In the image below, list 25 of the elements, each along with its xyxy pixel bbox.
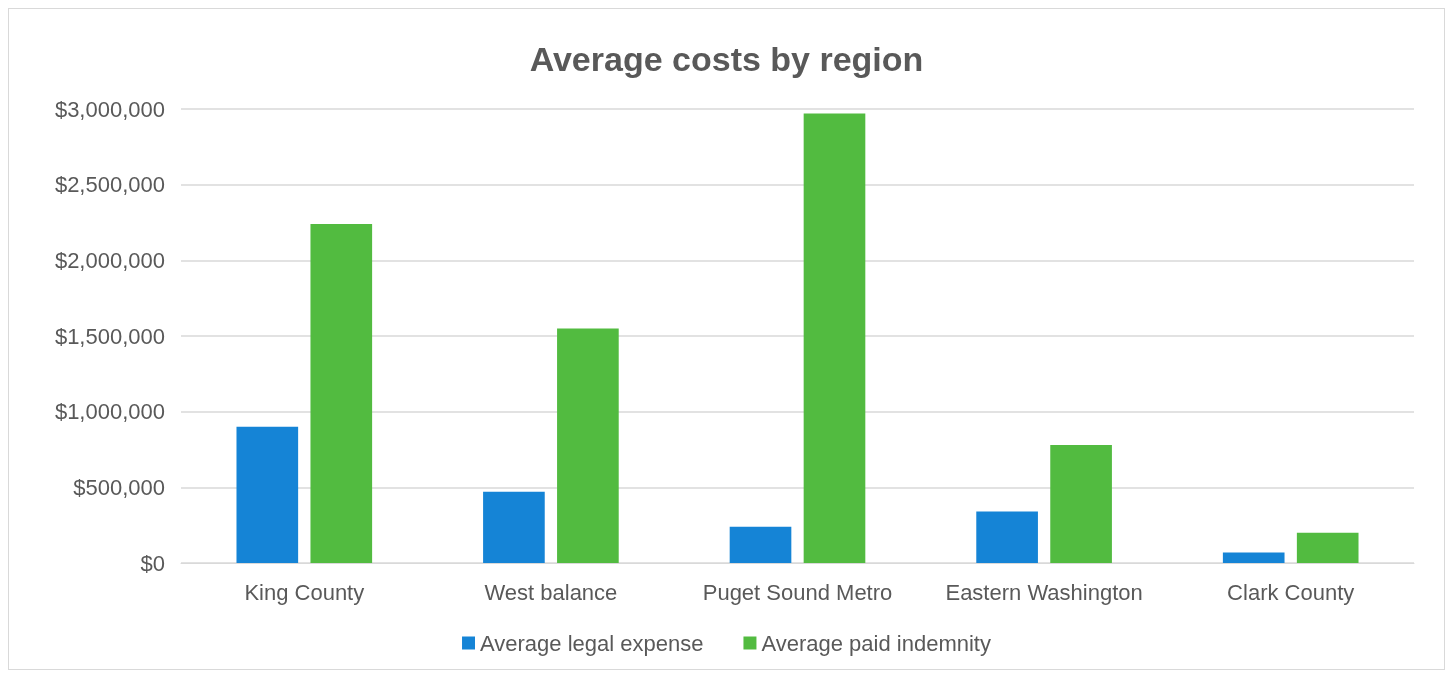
bar — [1050, 444, 1112, 563]
y-tick-label: $1,500,000 — [54, 323, 165, 349]
bar — [803, 113, 866, 563]
bar — [1222, 552, 1285, 563]
legend-label: Average legal expense — [480, 630, 704, 656]
bar — [557, 328, 619, 563]
x-tick-label: King County — [244, 579, 365, 605]
legend-label: Average paid indemnity — [761, 630, 991, 656]
x-tick-label: Eastern Washington — [945, 579, 1143, 605]
y-tick-label: $500,000 — [73, 474, 165, 500]
y-tick-label: $3,000,000 — [54, 96, 165, 122]
y-tick-label: $2,000,000 — [54, 247, 165, 273]
bar — [483, 491, 545, 563]
y-tick-label: $2,500,000 — [54, 172, 165, 198]
x-tick-label: Puget Sound Metro — [702, 579, 893, 605]
x-tick-label: West balance — [484, 579, 618, 605]
bar — [729, 526, 792, 563]
bar — [236, 426, 299, 563]
y-tick-label: $1,000,000 — [54, 399, 165, 425]
bar — [1296, 532, 1359, 563]
bar — [310, 224, 373, 563]
x-tick-label: Clark County — [1227, 579, 1355, 605]
chart-title: Average costs by region — [529, 40, 924, 78]
bar — [976, 511, 1038, 563]
y-tick-label: $0 — [140, 550, 165, 576]
